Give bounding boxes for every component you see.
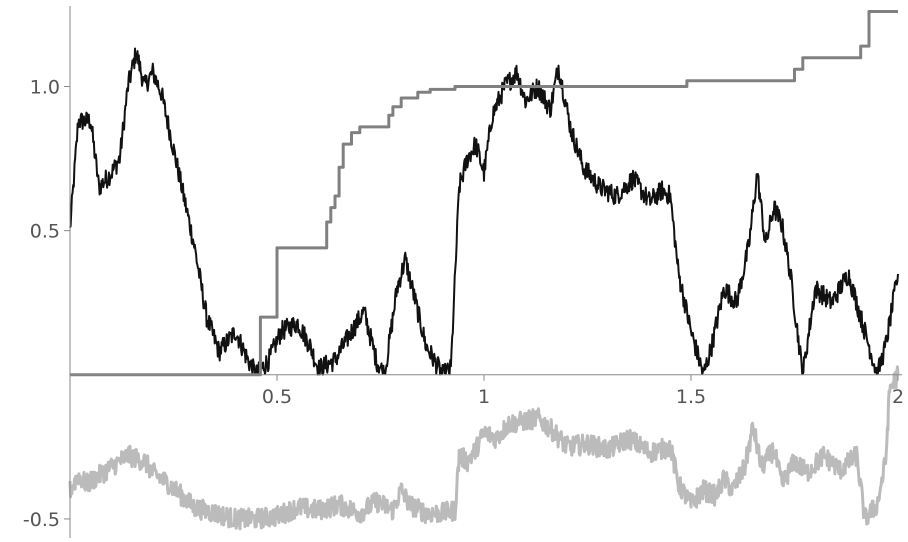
x-tick-label: 0.5 [262, 386, 292, 408]
series-line-2 [70, 10, 898, 377]
series-line-1 [69, 47, 899, 376]
x-tick-label: 2 [892, 386, 904, 408]
x-tick-label: 1.5 [676, 386, 706, 408]
y-tick-label: -0.5 [23, 509, 60, 531]
y-tick-label: 0.5 [30, 221, 60, 243]
x-tick-label: 1 [478, 386, 490, 408]
tick-layer: 0.5 1 1.5 2 -0.5 0.5 1.0 [23, 76, 904, 530]
series-layer [68, 10, 900, 531]
series-line-3 [68, 365, 900, 531]
y-tick-label: 1.0 [30, 76, 60, 98]
